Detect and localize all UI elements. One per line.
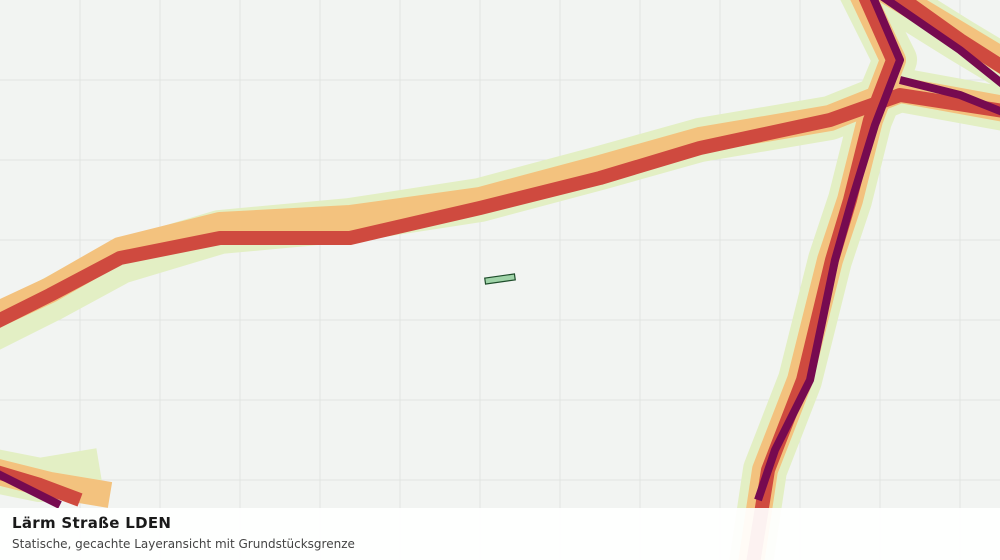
layer-title: Lärm Straße LDEN [12, 514, 172, 532]
caption-bar: Lärm Straße LDEN Statische, gecachte Lay… [0, 508, 1000, 560]
parcel-boundary [484, 273, 516, 285]
layer-subtitle: Statische, gecachte Layeransicht mit Gru… [12, 537, 355, 551]
